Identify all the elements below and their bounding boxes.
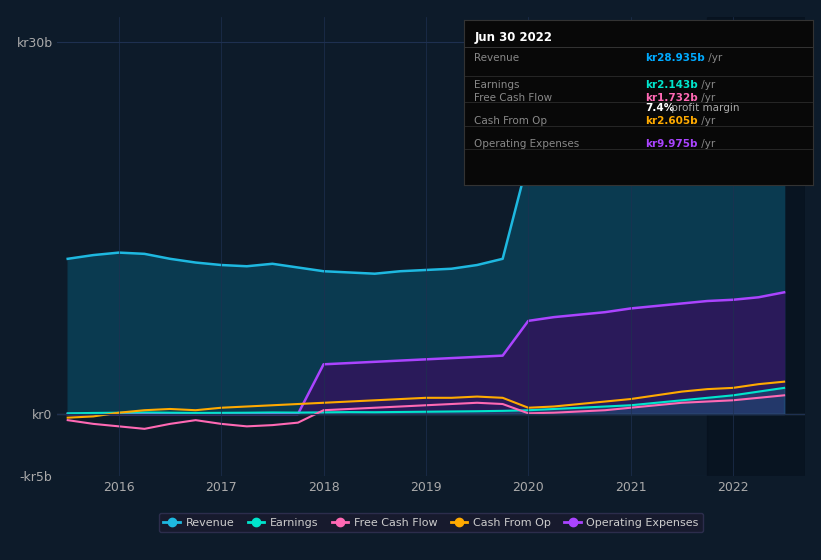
Text: Jun 30 2022: Jun 30 2022 (475, 31, 553, 44)
Text: /yr: /yr (699, 80, 716, 90)
Text: Revenue: Revenue (475, 53, 520, 63)
Text: profit margin: profit margin (668, 103, 740, 113)
Legend: Revenue, Earnings, Free Cash Flow, Cash From Op, Operating Expenses: Revenue, Earnings, Free Cash Flow, Cash … (158, 513, 704, 533)
Text: /yr: /yr (699, 139, 716, 150)
Text: kr2.143b: kr2.143b (645, 80, 698, 90)
Text: Operating Expenses: Operating Expenses (475, 139, 580, 150)
Text: Earnings: Earnings (475, 80, 520, 90)
Text: Free Cash Flow: Free Cash Flow (475, 93, 553, 103)
Text: /yr: /yr (705, 53, 722, 63)
Text: kr28.935b: kr28.935b (645, 53, 705, 63)
Text: /yr: /yr (699, 116, 716, 126)
Text: /yr: /yr (699, 93, 716, 103)
Text: kr9.975b: kr9.975b (645, 139, 698, 150)
Bar (708, 17, 805, 476)
Text: kr1.732b: kr1.732b (645, 93, 698, 103)
Text: 7.4%: 7.4% (645, 103, 675, 113)
Text: kr2.605b: kr2.605b (645, 116, 698, 126)
Text: Cash From Op: Cash From Op (475, 116, 548, 126)
